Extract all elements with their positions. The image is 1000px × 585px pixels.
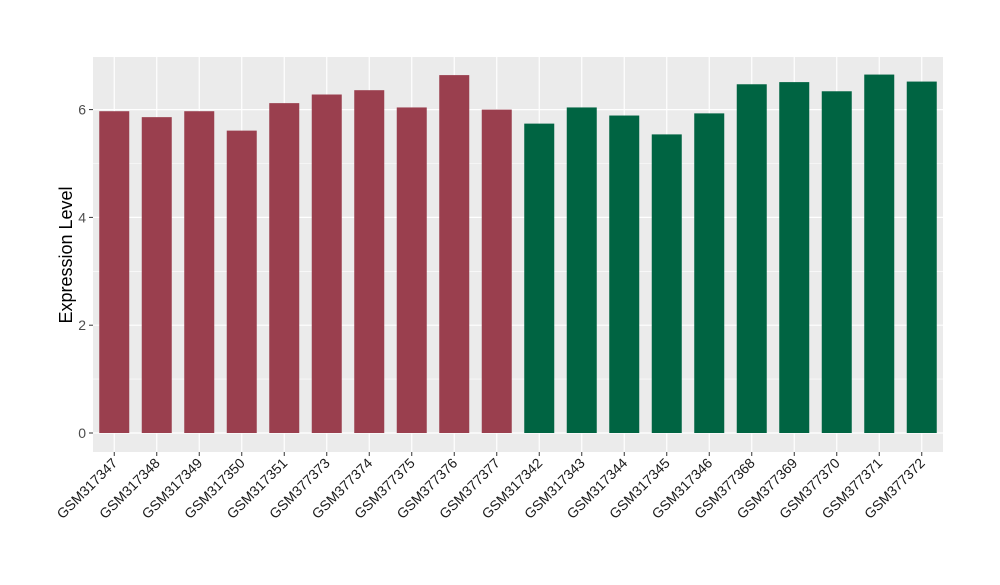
bar-GSM377377 xyxy=(481,109,512,433)
bar-GSM317345 xyxy=(651,134,682,434)
y-tick-label: 4 xyxy=(78,209,86,225)
bar-GSM317349 xyxy=(184,111,215,433)
y-tick-label: 6 xyxy=(78,102,86,118)
bar-GSM377373 xyxy=(311,94,342,434)
bar-GSM377375 xyxy=(396,107,427,433)
bar-GSM377371 xyxy=(864,74,895,433)
bar-GSM317351 xyxy=(269,103,300,433)
bar-GSM317342 xyxy=(524,123,555,433)
bar-GSM377369 xyxy=(779,82,810,434)
plot-panel xyxy=(93,57,943,452)
bar-GSM317343 xyxy=(566,107,597,433)
bar-GSM377376 xyxy=(439,75,470,433)
y-tick-label: 0 xyxy=(78,425,86,441)
bar-GSM317348 xyxy=(141,117,172,434)
bar-GSM317350 xyxy=(226,130,257,433)
bar-GSM377368 xyxy=(736,84,767,433)
y-axis-label: Expression Level xyxy=(56,186,76,323)
bar-GSM377372 xyxy=(906,81,937,434)
y-tick-label: 2 xyxy=(78,317,86,333)
bar-GSM377374 xyxy=(354,90,385,434)
bar-GSM317346 xyxy=(694,113,725,434)
bar-GSM317344 xyxy=(609,115,640,434)
bar-GSM377370 xyxy=(821,91,852,434)
bar-GSM317347 xyxy=(99,111,130,433)
